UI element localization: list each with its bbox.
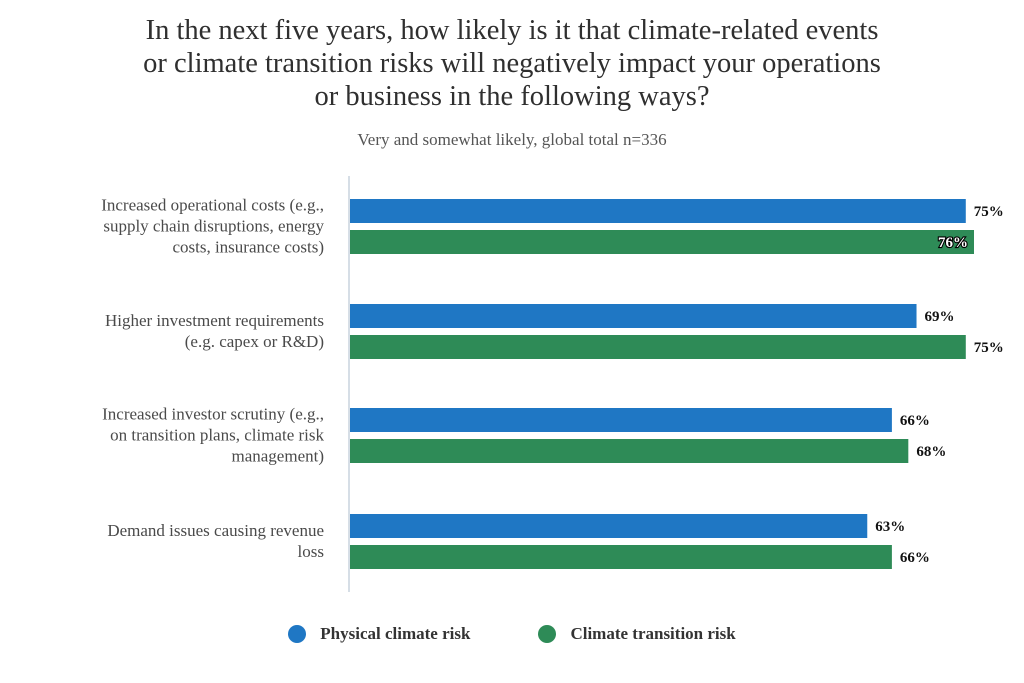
category-label-line: loss bbox=[298, 542, 324, 561]
bar bbox=[350, 304, 917, 328]
data-label: 68% bbox=[916, 444, 946, 460]
chart-title-line-3: or business in the following ways? bbox=[314, 81, 710, 112]
legend-swatch-physical bbox=[288, 625, 307, 643]
chart-subtitle: Very and somewhat likely, global total n… bbox=[357, 130, 667, 149]
bar bbox=[350, 199, 966, 223]
data-label: 75% bbox=[974, 340, 1004, 356]
category-label-line: (e.g. capex or R&D) bbox=[185, 332, 324, 351]
category-label-line: Demand issues causing revenue bbox=[107, 521, 324, 540]
category-label-line: costs, insurance costs) bbox=[172, 238, 324, 257]
legend-item-transition: Climate transition risk bbox=[538, 624, 736, 644]
legend-swatch-transition bbox=[538, 625, 557, 643]
category-label: Increased operational costs (e.g., supply… bbox=[101, 196, 324, 257]
data-label: 66% bbox=[900, 550, 930, 566]
bar bbox=[350, 545, 892, 569]
category-label-line: Increased investor scrutiny (e.g., bbox=[102, 405, 324, 424]
category-label-line: Higher investment requirements bbox=[105, 311, 324, 330]
chart-title-line-2: or climate transition risks will negativ… bbox=[143, 48, 881, 79]
bar bbox=[350, 335, 966, 359]
legend: Physical climate risk Climate transition… bbox=[0, 624, 1024, 644]
bar bbox=[350, 408, 892, 432]
category-label-line: supply chain disruptions, energy bbox=[103, 217, 324, 236]
data-label: 76% bbox=[938, 235, 968, 251]
legend-label-physical: Physical climate risk bbox=[320, 624, 471, 643]
data-label: 66% bbox=[900, 413, 930, 429]
chart-title: In the next five years, how likely is it… bbox=[0, 14, 1024, 113]
data-label: 63% bbox=[875, 519, 905, 535]
category-label-line: management) bbox=[231, 447, 324, 466]
category-label: Demand issues causing revenue loss bbox=[107, 521, 324, 561]
legend-item-physical: Physical climate risk bbox=[288, 624, 470, 644]
data-label: 75% bbox=[974, 204, 1004, 220]
bar bbox=[350, 439, 909, 463]
category-label-line: on transition plans, climate risk bbox=[110, 426, 324, 445]
chart-title-line-1: In the next five years, how likely is it… bbox=[145, 15, 879, 46]
bar bbox=[350, 514, 868, 538]
data-label: 69% bbox=[925, 309, 955, 325]
bar bbox=[350, 230, 974, 254]
category-label-line: Increased operational costs (e.g., bbox=[101, 196, 324, 215]
category-label: Higher investment requirements (e.g. cape… bbox=[105, 311, 324, 351]
category-label: Increased investor scrutiny (e.g., on tra… bbox=[102, 405, 324, 466]
legend-label-transition: Climate transition risk bbox=[570, 624, 736, 643]
